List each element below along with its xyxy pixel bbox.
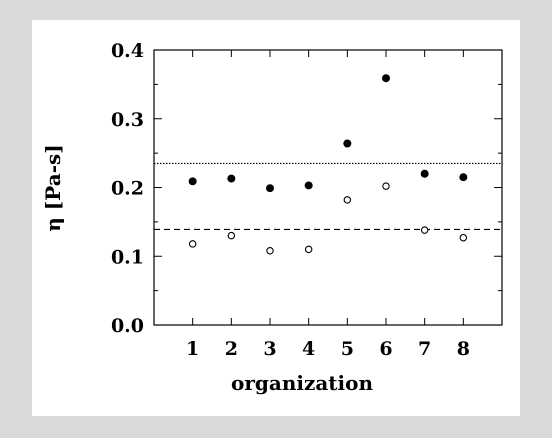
- reference-lines: [154, 162, 502, 230]
- filled-data-point: [343, 139, 352, 148]
- x-axis-label: organization: [231, 371, 373, 395]
- open-data-point: [382, 182, 390, 190]
- y-tick-label: 0.4: [111, 40, 144, 62]
- open-data-point: [188, 240, 197, 248]
- x-tick-label: 2: [225, 338, 238, 360]
- open-data-point: [343, 196, 352, 204]
- x-tick-label: 6: [379, 338, 392, 360]
- filled-data-point: [265, 184, 274, 193]
- x-tick-label: 4: [302, 338, 315, 360]
- y-axis-label: η [Pa-s]: [41, 144, 65, 231]
- filled-data-point: [381, 74, 390, 83]
- scatter-chart: 0.0 0.1 0.2 0.3 0.4 1 2 3 4 5 6 7 8 organization η …: [41, 40, 503, 395]
- x-tick-label: 5: [341, 338, 354, 360]
- filled-data-point: [188, 177, 197, 186]
- plot-area: [153, 49, 503, 326]
- open-data-point: [420, 226, 429, 234]
- x-axis-ticks: 1 2 3 4 5 6 7 8: [186, 50, 470, 360]
- y-tick-label: 0.1: [111, 246, 144, 268]
- filled-data-point: [459, 173, 468, 182]
- open-data-point: [459, 233, 468, 242]
- x-tick-label: 8: [457, 338, 470, 360]
- y-tick-label: 0.3: [111, 109, 144, 131]
- data-points: [188, 74, 468, 255]
- y-tick-label: 0.2: [111, 178, 144, 200]
- x-tick-label: 7: [418, 338, 431, 360]
- y-axis-ticks: 0.0 0.1 0.2 0.3 0.4: [111, 40, 502, 337]
- filled-data-point: [420, 169, 429, 178]
- open-data-point: [304, 245, 313, 254]
- filled-data-point: [304, 181, 313, 190]
- open-data-point: [266, 247, 274, 255]
- chart-frame: 0.0 0.1 0.2 0.3 0.4 1 2 3 4 5 6 7 8 organization η …: [32, 20, 520, 416]
- filled-data-point: [227, 174, 236, 183]
- y-tick-label: 0.0: [111, 315, 144, 337]
- open-data-point: [227, 231, 236, 240]
- x-tick-label: 3: [263, 338, 276, 360]
- x-tick-label: 1: [186, 338, 199, 360]
